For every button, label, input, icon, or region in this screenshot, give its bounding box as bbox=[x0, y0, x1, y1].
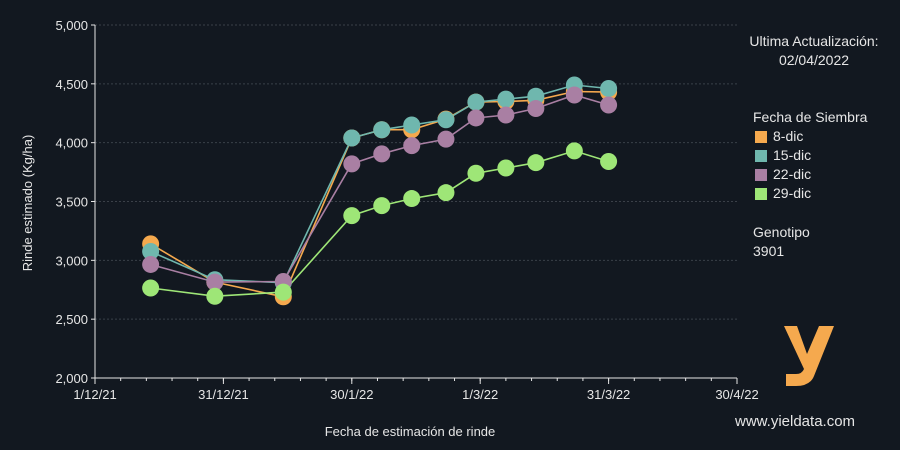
data-point bbox=[274, 283, 292, 301]
data-point bbox=[467, 164, 485, 182]
data-point bbox=[142, 279, 160, 297]
data-point bbox=[343, 155, 361, 173]
data-point bbox=[600, 80, 618, 98]
y-tick-label: 2,000 bbox=[55, 371, 88, 386]
x-tick-label: 30/4/22 bbox=[715, 387, 758, 402]
last-update: Ultima Actualización: 02/04/2022 bbox=[738, 32, 890, 70]
data-point bbox=[373, 197, 391, 215]
legend: Fecha de Siembra 8-dic 15-dic 22-dic 29-… bbox=[753, 108, 867, 203]
data-point bbox=[497, 90, 515, 108]
y-tick-label: 2,500 bbox=[55, 312, 88, 327]
legend-swatch bbox=[755, 130, 767, 143]
data-point bbox=[343, 129, 361, 147]
data-point bbox=[600, 152, 618, 170]
data-point bbox=[142, 255, 160, 273]
data-point bbox=[437, 184, 455, 202]
y-tick-label: 4,500 bbox=[55, 77, 88, 92]
legend-label: 8-dic bbox=[773, 128, 804, 144]
x-tick-label: 31/3/22 bbox=[587, 387, 630, 402]
data-point bbox=[497, 159, 515, 177]
legend-item-22-dic[interactable]: 22-dic bbox=[753, 165, 867, 184]
legend-label: 22-dic bbox=[773, 166, 812, 182]
y-tick-label: 3,000 bbox=[55, 253, 88, 268]
genotype-label: Genotipo bbox=[753, 224, 810, 240]
legend-title: Fecha de Siembra bbox=[753, 109, 868, 125]
x-tick-label: 1/12/21 bbox=[73, 387, 116, 402]
legend-swatch bbox=[755, 168, 767, 181]
legend-swatch bbox=[755, 187, 767, 200]
data-point bbox=[600, 96, 618, 114]
yieldata-logo-icon bbox=[784, 326, 834, 386]
data-point bbox=[403, 116, 421, 134]
data-point bbox=[527, 154, 545, 172]
legend-swatch bbox=[755, 149, 767, 162]
legend-label: 29-dic bbox=[773, 185, 812, 201]
genotype-value: 3901 bbox=[753, 243, 785, 259]
last-update-date: 02/04/2022 bbox=[778, 52, 850, 68]
data-point bbox=[467, 109, 485, 127]
x-axis-label: Fecha de estimación de rinde bbox=[325, 424, 496, 439]
data-point bbox=[206, 287, 224, 305]
data-point bbox=[142, 243, 160, 261]
legend-item-29-dic[interactable]: 29-dic bbox=[753, 184, 867, 203]
data-point bbox=[497, 106, 515, 124]
data-point bbox=[467, 93, 485, 111]
x-tick-label: 1/3/22 bbox=[462, 387, 498, 402]
data-point bbox=[403, 190, 421, 208]
data-point bbox=[373, 121, 391, 139]
data-point bbox=[403, 137, 421, 155]
data-point bbox=[206, 273, 224, 291]
x-tick-label: 31/12/21 bbox=[198, 387, 249, 402]
data-point bbox=[373, 145, 391, 163]
x-tick-label: 30/1/22 bbox=[330, 387, 373, 402]
data-point bbox=[527, 100, 545, 118]
data-point bbox=[343, 207, 361, 225]
series-layer bbox=[142, 76, 618, 306]
data-point bbox=[527, 87, 545, 105]
data-point bbox=[437, 111, 455, 129]
genotype-info: Genotipo 3901 bbox=[753, 223, 810, 261]
data-point bbox=[565, 142, 583, 160]
website-link[interactable]: www.yieldata.com bbox=[735, 413, 856, 430]
last-update-label: Ultima Actualización: bbox=[749, 33, 879, 49]
y-tick-label: 3,500 bbox=[55, 195, 88, 210]
legend-item-8-dic[interactable]: 8-dic bbox=[753, 127, 867, 146]
y-tick-label: 4,000 bbox=[55, 136, 88, 151]
legend-label: 15-dic bbox=[773, 147, 812, 163]
legend-item-15-dic[interactable]: 15-dic bbox=[753, 146, 867, 165]
data-point bbox=[437, 130, 455, 148]
axes: 2,000 2,500 3,000 3,500 4,000 4,500 5,000 1/12/… bbox=[55, 18, 758, 402]
y-axis-label: Rinde estimado (Kg/ha) bbox=[20, 135, 35, 272]
data-point bbox=[565, 86, 583, 104]
y-tick-label: 5,000 bbox=[55, 18, 88, 33]
